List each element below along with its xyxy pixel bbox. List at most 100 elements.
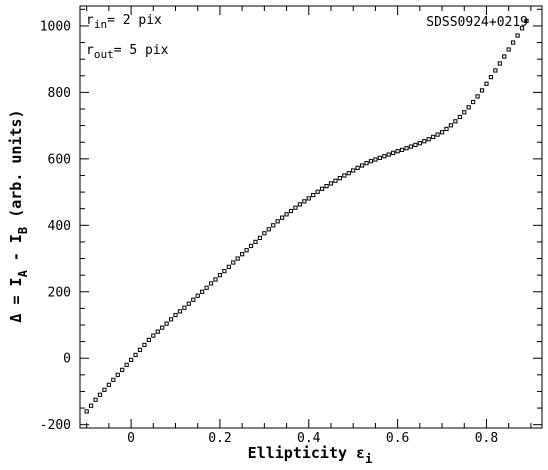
data-point [133, 352, 138, 357]
data-point [408, 144, 414, 149]
x-tick-label: 0.6 [386, 431, 409, 446]
data-point [89, 403, 94, 408]
data-point [168, 317, 174, 322]
data-point [431, 134, 436, 140]
data-point [266, 227, 271, 232]
data-point [311, 192, 316, 198]
data-point [253, 239, 258, 245]
data-point [395, 149, 400, 154]
x-axis-title: Ellipticity εi [248, 444, 373, 466]
data-point [306, 196, 311, 201]
data-point [244, 248, 249, 253]
y-tick-label: 800 [48, 86, 71, 101]
data-point [120, 367, 125, 372]
data-point [506, 47, 511, 52]
data-point [457, 114, 462, 120]
data-point [293, 205, 298, 210]
data-point [173, 312, 178, 318]
data-point [84, 409, 89, 414]
y-axis-title: Δ = IA - IB (arb. units) [7, 109, 30, 322]
data-point [320, 186, 325, 191]
data-point [373, 157, 378, 162]
data-point [351, 168, 356, 173]
data-point [164, 321, 169, 326]
data-point [124, 362, 129, 367]
data-point [471, 99, 476, 105]
data-point [493, 68, 498, 73]
data-point [248, 243, 254, 249]
data-point [177, 309, 183, 314]
data-point [315, 189, 320, 194]
data-point [355, 165, 360, 170]
x-tick-label: 0.8 [475, 431, 498, 446]
data-point [382, 154, 387, 159]
data-point [142, 342, 147, 348]
data-point [297, 202, 302, 207]
data-point [257, 235, 263, 241]
data-point [346, 171, 351, 176]
data-point [333, 178, 338, 183]
data-point [186, 301, 191, 306]
data-point [217, 273, 223, 278]
data-point [151, 333, 156, 338]
data-point [502, 54, 507, 59]
data-point [222, 269, 227, 274]
data-point [462, 110, 467, 115]
y-tick-label: -200 [40, 418, 71, 433]
data-point [435, 132, 440, 137]
data-point [342, 173, 347, 178]
data-point [324, 183, 329, 189]
x-tick-label: 0.2 [208, 431, 231, 446]
y-tick-label: 200 [48, 285, 71, 300]
data-point [519, 26, 525, 31]
plot-frame [79, 5, 543, 429]
data-point [337, 176, 342, 181]
data-point [386, 152, 391, 157]
r-in-annotation: rin= 2 pix [86, 13, 162, 31]
data-point [524, 18, 529, 24]
data-point [275, 219, 280, 224]
y-tick-label: 600 [48, 152, 71, 167]
x-tick-label: 0 [127, 431, 135, 446]
data-point [208, 281, 214, 286]
data-point [128, 357, 134, 362]
r-out-annotation: rout= 5 pix [86, 43, 169, 61]
data-point [302, 199, 307, 204]
data-point [226, 264, 231, 269]
data-point [102, 387, 107, 392]
data-point [484, 81, 489, 86]
data-point [364, 161, 369, 166]
axis-ticks [80, 6, 542, 428]
data-point [497, 61, 502, 66]
data-point [368, 159, 374, 164]
data-point [160, 325, 165, 330]
data-point [422, 139, 427, 144]
data-point [479, 88, 485, 93]
data-point [231, 260, 236, 265]
data-point [515, 33, 520, 38]
data-point [488, 75, 494, 80]
data-point [404, 146, 409, 151]
data-point [417, 141, 422, 146]
y-tick-label: 1000 [40, 19, 71, 34]
data-point [240, 252, 245, 257]
data-point [182, 305, 187, 310]
data-point [200, 289, 205, 294]
data-point [213, 277, 218, 282]
data-point [426, 137, 431, 142]
data-point [111, 377, 116, 382]
data-point [155, 329, 160, 334]
y-tick-label: 400 [48, 219, 71, 234]
data-point [284, 212, 289, 217]
data-point [288, 208, 294, 214]
data-point [97, 392, 103, 397]
data-points [84, 18, 529, 414]
data-point [453, 119, 458, 124]
data-point [444, 126, 449, 132]
data-point [399, 147, 405, 152]
x-tick-label: 0.4 [297, 431, 321, 446]
data-point [195, 293, 200, 298]
data-point [391, 150, 396, 155]
data-point [271, 223, 276, 228]
tick-labels: 0 0.2 0.4 0.6 0.8 -200 0 200 400 600 800 1000 [40, 19, 499, 446]
